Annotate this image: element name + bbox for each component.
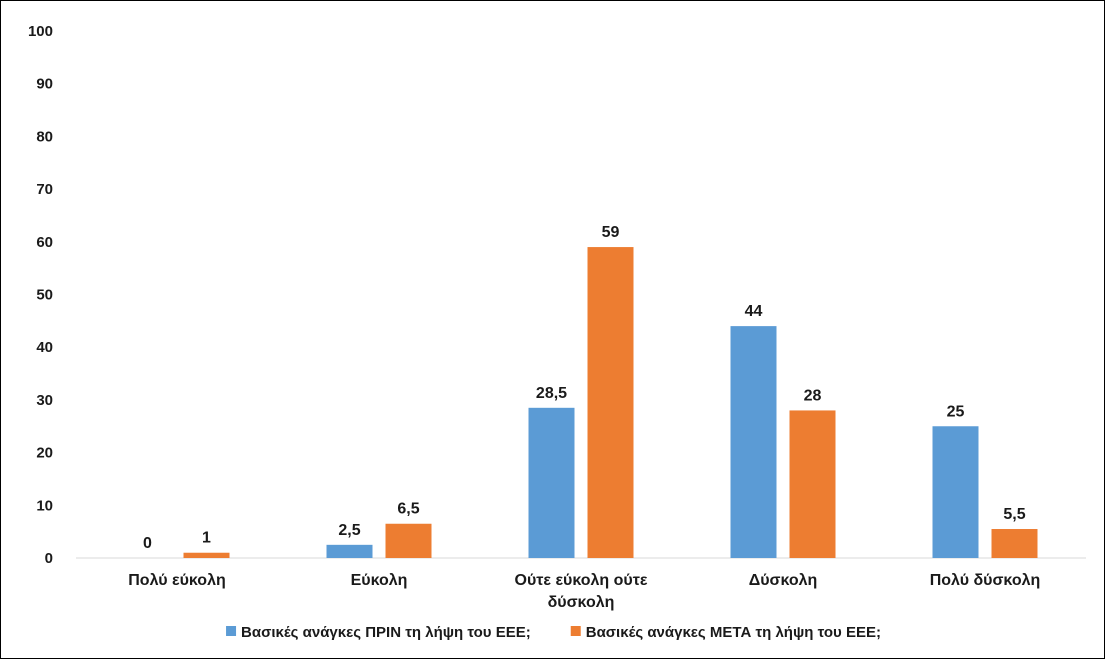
data-label: 2,5	[338, 522, 360, 539]
bar	[528, 407, 575, 558]
y-tick-label: 10	[36, 497, 53, 514]
bar	[730, 326, 777, 558]
data-label: 28	[804, 387, 822, 404]
bar	[587, 247, 634, 558]
y-tick-label: 60	[36, 234, 53, 251]
legend-item: Βασικές ανάγκες ΜΕΤΑ τη λήψη του ΕΕΕ;	[570, 624, 881, 641]
bar	[385, 523, 432, 558]
category-label: Πολύ εύκολη	[128, 572, 225, 589]
bar	[326, 544, 373, 558]
y-axis-ticks: 0 10 20 30 40 50 60 70 80 90 100	[28, 23, 53, 567]
bar	[789, 410, 836, 558]
data-label: 25	[947, 403, 965, 420]
bar	[183, 552, 230, 558]
category-labels: Πολύ εύκολη Εύκολη Ούτε εύκολη ούτε δύσκολη…	[128, 572, 1040, 611]
y-tick-label: 40	[36, 339, 53, 356]
data-label: 1	[202, 530, 211, 547]
legend-swatch	[570, 626, 581, 636]
data-labels: 0 1 2,5 6,5 28,5 59 44 28 25 5,5	[143, 224, 1026, 552]
category-label: Πολύ δύσκολη	[930, 572, 1041, 589]
y-tick-label: 70	[36, 181, 53, 198]
y-tick-label: 90	[36, 76, 53, 93]
bar	[991, 529, 1038, 558]
legend-swatch	[226, 626, 237, 636]
y-tick-label: 100	[28, 23, 53, 40]
legend-label: Βασικές ανάγκες ΠΡΙΝ τη λήψη του ΕΕΕ;	[241, 624, 531, 641]
y-tick-label: 0	[45, 550, 53, 567]
legend-label: Βασικές ανάγκες ΜΕΤΑ τη λήψη του ΕΕΕ;	[586, 624, 881, 641]
bars	[183, 247, 1038, 558]
y-tick-label: 80	[36, 128, 53, 145]
category-label: δύσκολη	[548, 594, 615, 611]
category-label: Ούτε εύκολη ούτε	[515, 572, 648, 589]
data-label: 59	[602, 224, 620, 241]
data-label: 6,5	[397, 501, 419, 518]
bar	[932, 426, 979, 558]
category-label: Εύκολη	[351, 572, 408, 589]
y-tick-label: 20	[36, 445, 53, 462]
data-label: 28,5	[536, 385, 567, 402]
data-label: 5,5	[1003, 506, 1025, 523]
legend-item: Βασικές ανάγκες ΠΡΙΝ τη λήψη του ΕΕΕ;	[226, 624, 531, 641]
data-label: 0	[143, 535, 152, 552]
category-label: Δύσκολη	[749, 572, 818, 589]
y-tick-label: 30	[36, 392, 53, 409]
legend: Βασικές ανάγκες ΠΡΙΝ τη λήψη του ΕΕΕ; Βασ…	[226, 624, 881, 641]
y-tick-label: 50	[36, 287, 53, 304]
data-label: 44	[745, 303, 763, 320]
